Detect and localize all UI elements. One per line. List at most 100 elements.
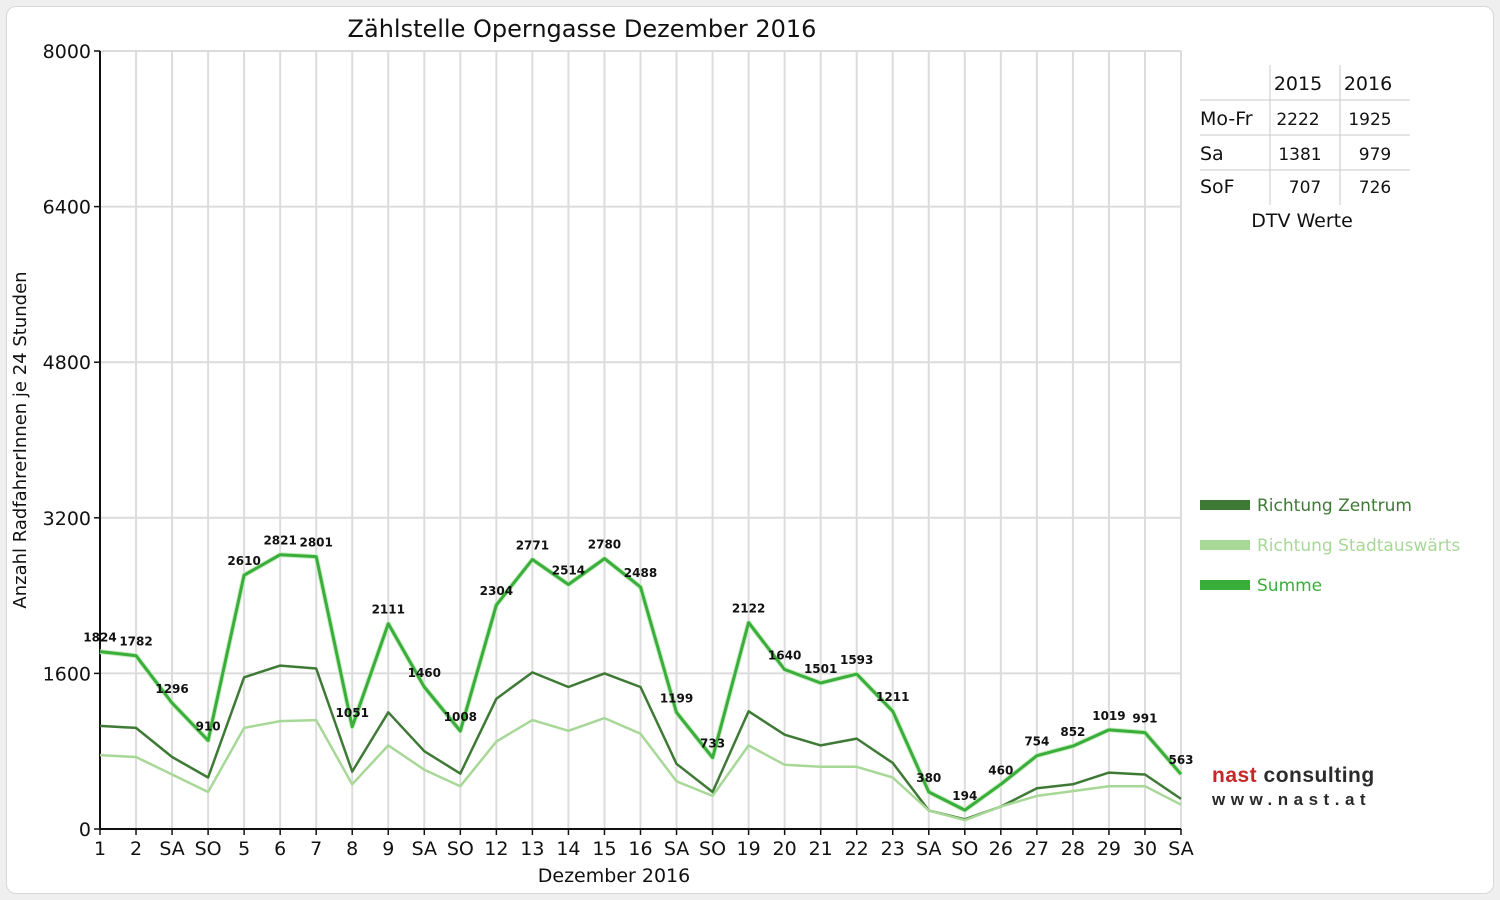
data-label: 460: [988, 763, 1013, 777]
axes: [94, 50, 1182, 835]
x-tick-label: 29: [1097, 838, 1121, 860]
x-tick-label: SO: [951, 838, 978, 860]
x-tick-label: 26: [989, 838, 1013, 860]
x-tick-label: SO: [699, 838, 726, 860]
x-tick-label: 16: [628, 838, 652, 860]
x-tick-label: 23: [881, 838, 905, 860]
data-label: 1296: [155, 682, 188, 696]
y-axis-label: Anzahl RadfahrerInnen je 24 Stunden: [10, 271, 31, 608]
company-logo: nast consulting www.nast.at: [1200, 750, 1443, 825]
data-label: 1593: [840, 653, 873, 667]
x-tick-label: SA: [412, 838, 437, 860]
x-tick-label: SO: [447, 838, 474, 860]
x-tick-label: 6: [274, 838, 286, 860]
x-tick-label: 7: [310, 838, 322, 860]
x-tick-labels: 1 2 SA SO 5 6 7 8 9 SA SO 12 13 14 15 16 SA SO 19 20 21 22 23 S…: [94, 838, 1194, 860]
x-tick-label: 30: [1133, 838, 1157, 860]
data-label: 1640: [768, 649, 801, 663]
series-line-2: [99, 716, 1182, 822]
table-row-label: SoF: [1200, 176, 1235, 198]
legend-label: Richtung Stadtauswärts: [1257, 536, 1460, 556]
data-label: 1501: [804, 662, 837, 676]
data-label: 2514: [552, 564, 585, 578]
data-label: 1460: [408, 666, 441, 680]
legend-swatch: [1200, 580, 1250, 590]
x-tick-label: 22: [845, 838, 869, 860]
data-label: 1782: [119, 635, 152, 649]
data-label: 2610: [227, 554, 260, 568]
data-label: 2488: [624, 566, 657, 580]
legend: Richtung Zentrum Richtung Stadtauswärts Su…: [1200, 496, 1460, 596]
series-line-3: [99, 553, 1183, 812]
data-label: 194: [952, 789, 977, 803]
x-tick-label: 1: [94, 838, 106, 860]
data-label: 2111: [372, 603, 405, 617]
data-label: 1008: [444, 710, 477, 724]
data-label: 852: [1060, 725, 1085, 739]
x-axis-label: Dezember 2016: [538, 865, 690, 887]
y-tick-label: 0: [79, 819, 91, 841]
x-tick-label: 5: [238, 838, 250, 860]
legend-label: Summe: [1257, 576, 1322, 596]
data-label: 2801: [299, 536, 332, 550]
x-tick-label: 19: [737, 838, 761, 860]
data-label: 910: [196, 720, 221, 734]
logo-name: nast consulting: [1212, 764, 1375, 788]
x-tick-label: SO: [195, 838, 222, 860]
x-tick-label: 20: [773, 838, 797, 860]
x-tick-label: SA: [916, 838, 941, 860]
data-label: 1824: [83, 631, 116, 645]
data-label: 1019: [1092, 709, 1125, 723]
x-tick-label: 13: [520, 838, 544, 860]
data-label: 1211: [876, 690, 909, 704]
logo-name-part1: nast: [1212, 764, 1258, 787]
x-tick-label: SA: [159, 838, 184, 860]
data-label: 1051: [336, 706, 369, 720]
y-tick-label: 8000: [43, 41, 91, 63]
grid: [100, 50, 1182, 829]
data-label: 2780: [588, 538, 621, 552]
table-cell: 1925: [1348, 110, 1391, 130]
data-label: 1199: [660, 691, 693, 705]
legend-swatch: [1200, 500, 1250, 510]
data-label: 991: [1132, 712, 1157, 726]
logo-name-part2: consulting: [1263, 764, 1375, 787]
x-tick-label: SA: [664, 838, 689, 860]
data-label: 2821: [263, 534, 296, 548]
x-tick-label: 8: [346, 838, 358, 860]
x-tick-label: SA: [1168, 838, 1193, 860]
x-tick-label: 14: [556, 838, 580, 860]
y-tick-label: 3200: [43, 508, 91, 530]
data-label: 380: [916, 771, 941, 785]
table-cell: 979: [1359, 145, 1391, 165]
x-tick-label: 21: [809, 838, 833, 860]
data-label: 2771: [516, 539, 549, 553]
y-tick-labels: 0 1600 3200 4800 6400 8000: [43, 41, 91, 841]
y-tick-label: 4800: [43, 352, 91, 374]
x-tick-label: 28: [1061, 838, 1085, 860]
table-row-label: Mo-Fr: [1200, 108, 1253, 130]
chart-title: Zählstelle Operngasse Dezember 2016: [348, 15, 817, 43]
table-cell: 2222: [1276, 110, 1319, 130]
table-cell: 707: [1289, 178, 1321, 198]
data-label: 754: [1024, 735, 1049, 749]
x-tick-label: 15: [592, 838, 616, 860]
series-lines: [99, 552, 1183, 822]
x-tick-label: 27: [1025, 838, 1049, 860]
logo-url: www.nast.at: [1212, 790, 1372, 809]
x-tick-label: 12: [484, 838, 508, 860]
table-header-2015: 2015: [1274, 73, 1322, 95]
y-tick-label: 1600: [43, 663, 91, 685]
data-label: 2304: [480, 584, 513, 598]
table-caption: DTV Werte: [1251, 210, 1353, 232]
data-label: 2122: [732, 602, 765, 616]
table-cell: 1381: [1278, 145, 1321, 165]
table-row-label: Sa: [1200, 143, 1224, 165]
y-tick-label: 6400: [43, 197, 91, 219]
x-tick-label: 9: [382, 838, 394, 860]
table-header-2016: 2016: [1344, 73, 1392, 95]
data-label: 563: [1168, 753, 1193, 767]
legend-swatch: [1200, 540, 1250, 550]
